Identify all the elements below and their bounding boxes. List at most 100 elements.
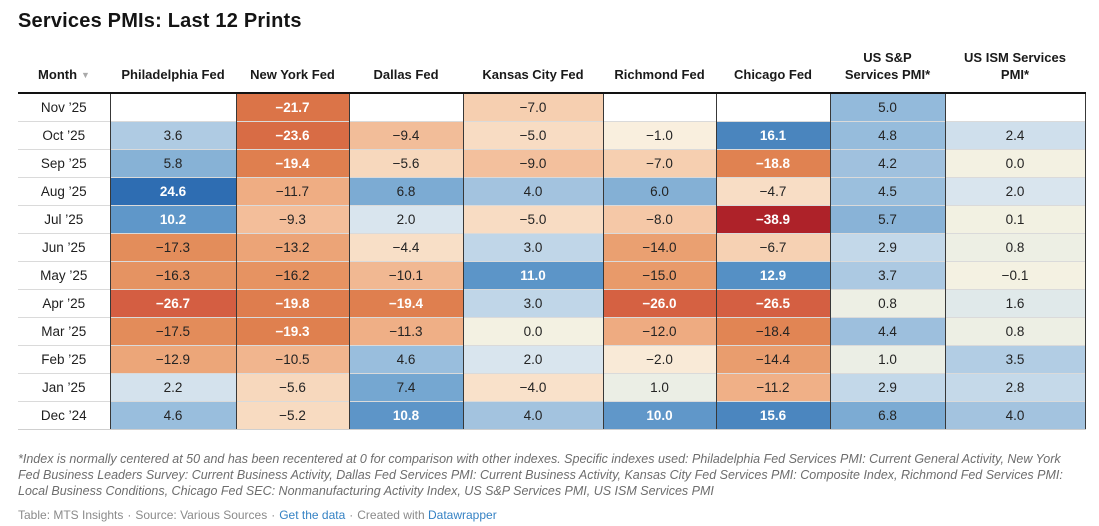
- column-header-us-s-p-services-pmi[interactable]: US S&P Services PMI*: [830, 46, 945, 94]
- month-cell: Jul ’25: [18, 204, 110, 234]
- column-header-philadelphia-fed[interactable]: Philadelphia Fed: [110, 46, 236, 94]
- value-cell: −17.3: [109, 232, 236, 262]
- value-cell: 11.0: [462, 260, 603, 290]
- get-the-data-link[interactable]: Get the data: [279, 507, 346, 522]
- month-cell: Jun ’25: [18, 232, 110, 262]
- value-cell: 10.2: [109, 204, 236, 234]
- value-cell: −9.4: [348, 120, 463, 150]
- table-row: Sep ’25 5.8 −19.4 −5.6 −9.0 −7.0 −18.8 4.2 0.0: [18, 148, 1086, 178]
- month-cell: Oct ’25: [18, 120, 110, 150]
- table-row: Aug ’25 24.6 −11.7 6.8 4.0 6.0 −4.7 4.5 2.0: [18, 176, 1086, 206]
- pmi-heatmap-table: Month ▼ Philadelphia Fed New York Fed Dalla…: [18, 46, 1086, 430]
- value-cell: −26.0: [602, 288, 716, 318]
- value-cell: −9.0: [462, 148, 603, 178]
- value-cell: 0.0: [462, 316, 603, 346]
- value-cell: 4.4: [829, 316, 945, 346]
- value-cell: 6.0: [602, 176, 716, 206]
- value-cell: 3.6: [109, 120, 236, 150]
- value-cell: 10.8: [348, 400, 463, 430]
- value-cell: [348, 92, 463, 122]
- month-cell: Mar ’25: [18, 316, 110, 346]
- value-cell: 0.8: [829, 288, 945, 318]
- value-cell: −10.1: [348, 260, 463, 290]
- value-cell: 2.9: [829, 372, 945, 402]
- value-cell: −12.9: [109, 344, 236, 374]
- value-cell: 4.5: [829, 176, 945, 206]
- column-header-us-ism-services-pmi[interactable]: US ISM Services PMI*: [945, 46, 1085, 94]
- separator-dot: ·: [349, 507, 354, 522]
- value-cell: 4.2: [829, 148, 945, 178]
- value-cell: 4.6: [348, 344, 463, 374]
- value-cell: 0.0: [944, 148, 1086, 178]
- table-row: Nov ’25 −21.7 −7.0 5.0: [18, 92, 1086, 122]
- value-cell: −11.3: [348, 316, 463, 346]
- table-row: Dec ’24 4.6 −5.2 10.8 4.0 10.0 15.6 6.8 4.0: [18, 400, 1086, 430]
- column-header-chicago-fed[interactable]: Chicago Fed: [716, 46, 830, 94]
- value-cell: −16.2: [235, 260, 349, 290]
- table-row: Jul ’25 10.2 −9.3 2.0 −5.0 −8.0 −38.9 5.7 0.1: [18, 204, 1086, 234]
- value-cell: −12.0: [602, 316, 716, 346]
- table-body: Nov ’25 −21.7 −7.0 5.0 Oct ’25 3.6 −23.6 −9.4 −5…: [18, 92, 1086, 430]
- value-cell: −18.8: [715, 148, 830, 178]
- value-cell: −14.0: [602, 232, 716, 262]
- value-cell: 4.8: [829, 120, 945, 150]
- column-header-dallas-fed[interactable]: Dallas Fed: [349, 46, 463, 94]
- column-header-new-york-fed[interactable]: New York Fed: [236, 46, 349, 94]
- value-cell: −19.3: [235, 316, 349, 346]
- value-cell: −16.3: [109, 260, 236, 290]
- value-cell: [602, 92, 716, 122]
- value-cell: [715, 92, 830, 122]
- value-cell: −18.4: [715, 316, 830, 346]
- value-cell: −4.0: [462, 372, 603, 402]
- value-cell: −14.4: [715, 344, 830, 374]
- value-cell: −23.6: [235, 120, 349, 150]
- value-cell: −7.0: [462, 92, 603, 122]
- value-cell: 0.8: [944, 316, 1086, 346]
- value-cell: 1.0: [602, 372, 716, 402]
- value-cell: −6.7: [715, 232, 830, 262]
- column-header-month[interactable]: Month ▼: [18, 46, 110, 94]
- value-cell: −5.6: [235, 372, 349, 402]
- value-cell: 5.8: [109, 148, 236, 178]
- value-cell: 4.0: [462, 400, 603, 430]
- credit-line: Table: MTS Insights · Source: Various Sour…: [18, 508, 1085, 522]
- value-cell: 1.0: [829, 344, 945, 374]
- table-attribution: Table: MTS Insights: [18, 507, 124, 522]
- value-cell: −15.0: [602, 260, 716, 290]
- value-cell: 3.0: [462, 288, 603, 318]
- table-row: Jan ’25 2.2 −5.6 7.4 −4.0 1.0 −11.2 2.9 2.8: [18, 372, 1086, 402]
- value-cell: −13.2: [235, 232, 349, 262]
- value-cell: [109, 92, 236, 122]
- value-cell: −7.0: [602, 148, 716, 178]
- separator-dot: ·: [271, 507, 276, 522]
- value-cell: −4.4: [348, 232, 463, 262]
- value-cell: −19.8: [235, 288, 349, 318]
- value-cell: 2.0: [462, 344, 603, 374]
- value-cell: 2.0: [944, 176, 1086, 206]
- value-cell: 6.8: [348, 176, 463, 206]
- value-cell: −21.7: [235, 92, 349, 122]
- value-cell: 1.6: [944, 288, 1086, 318]
- table-row: Feb ’25 −12.9 −10.5 4.6 2.0 −2.0 −14.4 1.0 3.5: [18, 344, 1086, 374]
- value-cell: −10.5: [235, 344, 349, 374]
- value-cell: −11.7: [235, 176, 349, 206]
- value-cell: 2.8: [944, 372, 1086, 402]
- value-cell: −19.4: [348, 288, 463, 318]
- month-cell: Aug ’25: [18, 176, 110, 206]
- created-with-label: Created with: [357, 507, 425, 522]
- value-cell: 5.0: [829, 92, 945, 122]
- value-cell: −5.2: [235, 400, 349, 430]
- column-header-kansas-city-fed[interactable]: Kansas City Fed: [463, 46, 603, 94]
- month-cell: Dec ’24: [18, 400, 110, 430]
- value-cell: 10.0: [602, 400, 716, 430]
- month-cell: May ’25: [18, 260, 110, 290]
- value-cell: 3.7: [829, 260, 945, 290]
- value-cell: 2.9: [829, 232, 945, 262]
- value-cell: −5.0: [462, 120, 603, 150]
- datawrapper-link[interactable]: Datawrapper: [427, 507, 497, 522]
- value-cell: 4.0: [462, 176, 603, 206]
- column-header-richmond-fed[interactable]: Richmond Fed: [603, 46, 716, 94]
- value-cell: 4.6: [109, 400, 236, 430]
- month-cell: Apr ’25: [18, 288, 110, 318]
